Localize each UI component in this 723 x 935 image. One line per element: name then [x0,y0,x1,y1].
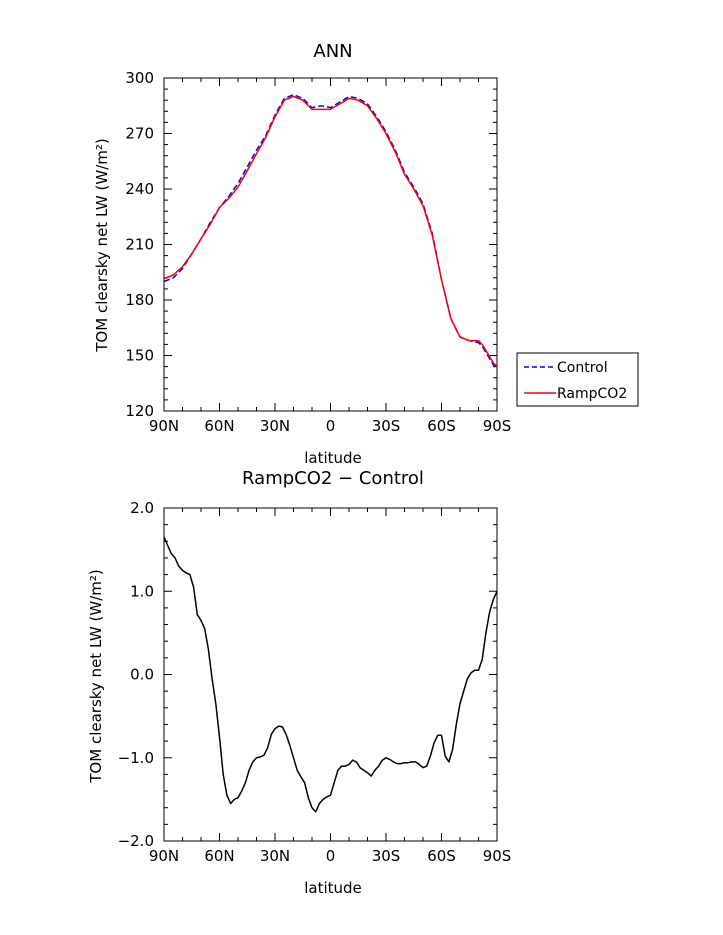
top-series-line-rampco2 [163,95,498,368]
legend-box [516,352,639,407]
bottom-x-tick-label: 90S [483,847,512,865]
bottom-y-tick-label: −2.0 [118,832,154,850]
top-chart-title: ANN [313,41,352,62]
top-x-axis-label: latitude [304,449,362,467]
top-y-tick-label: 240 [125,180,154,198]
top-y-tick-label: 270 [125,125,154,143]
bottom-y-tick-label: 2.0 [130,499,154,517]
bottom-series-line-diff [163,536,498,813]
bottom-panel: RampCO2 − Control latitude TOM clearsky … [87,468,511,897]
bottom-x-tick-label: 60N [204,847,234,865]
top-x-tick-label: 90S [483,417,512,435]
top-y-tick-label: 210 [125,236,154,254]
top-y-tick-label: 120 [125,402,154,420]
bottom-x-tick-label: 60S [427,847,456,865]
top-x-tick-label: 0 [326,417,336,435]
top-y-tick-label: 300 [125,69,154,87]
top-panel: ANN latitude TOM clearsky net LW (W/m²) … [93,41,639,467]
top-x-tick-label: 90N [149,417,179,435]
legend-label-control: Control [557,360,608,376]
bottom-y-tick-label: 1.0 [130,582,154,600]
legend: Control RampCO2 [516,352,639,407]
top-y-axis-label: TOM clearsky net LW (W/m²) [93,138,111,352]
bottom-y-tick-label: −1.0 [118,749,154,767]
top-x-tick-label: 60S [427,417,456,435]
top-plot-frame [163,77,498,412]
top-y-tick-label: 180 [125,291,154,309]
top-x-tick-label: 30N [260,417,290,435]
top-x-tick-label: 60N [204,417,234,435]
bottom-x-tick-label: 30S [372,847,401,865]
bottom-chart-title: RampCO2 − Control [242,468,424,489]
bottom-y-tick-label: 0.0 [130,666,154,684]
bottom-x-tick-label: 30N [260,847,290,865]
bottom-x-axis-label: latitude [304,879,362,897]
bottom-x-tick-label: 0 [326,847,336,865]
top-series-line-control [163,93,498,369]
legend-label-rampco2: RampCO2 [557,386,627,402]
bottom-plot-area: 90N 60N 30N 0 30S 60S 90S −2.0 −1.0 0.0 1.0 2.0 [118,499,512,865]
bottom-y-axis-label: TOM clearsky net LW (W/m²) [87,569,105,783]
bottom-plot-frame [163,507,498,842]
top-x-tick-label: 30S [372,417,401,435]
top-y-tick-label: 150 [125,347,154,365]
top-plot-area: 90N 60N 30N 0 30S 60S 90S 120 150 180 210 240 270 300 [125,69,511,435]
bottom-x-tick-label: 90N [149,847,179,865]
